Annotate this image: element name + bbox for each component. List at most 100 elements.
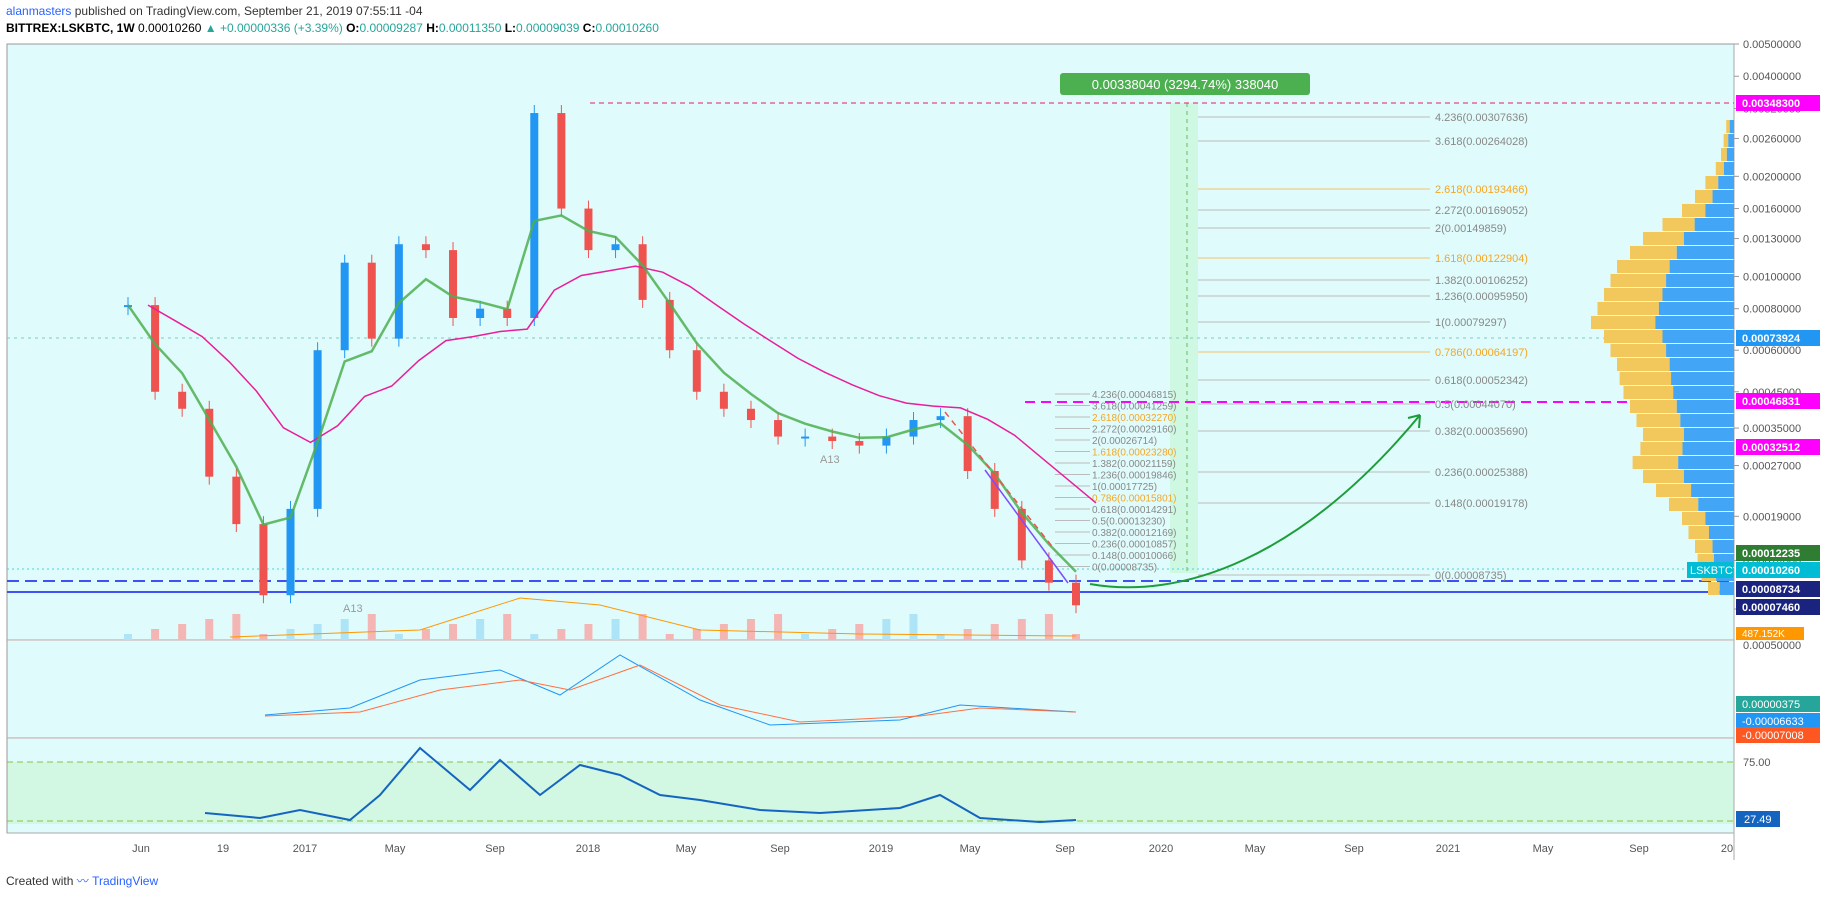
profile-bar: [1695, 540, 1713, 553]
candle-body[interactable]: [692, 350, 701, 392]
time-tick-label: 2020: [1149, 843, 1173, 855]
candle-body[interactable]: [476, 308, 485, 318]
time-tick-label: 2017: [293, 843, 317, 855]
profile-bar: [1678, 456, 1734, 469]
candle-body[interactable]: [503, 308, 512, 318]
candle-body[interactable]: [990, 470, 999, 509]
author-link[interactable]: alanmasters: [6, 4, 72, 18]
candle-body[interactable]: [178, 391, 187, 409]
candle-body[interactable]: [611, 244, 620, 251]
volume-bar: [151, 629, 160, 640]
candle-body[interactable]: [1044, 560, 1053, 583]
fib-level-label: 2.272(0.00029160): [1092, 425, 1177, 436]
volume-bar: [611, 619, 620, 640]
profile-bar: [1630, 246, 1677, 259]
candle-body[interactable]: [801, 436, 810, 439]
volume-bar: [394, 634, 403, 640]
profile-bar: [1683, 428, 1734, 441]
fib-level-label: 0.618(0.00052342): [1435, 375, 1528, 387]
candle-body[interactable]: [259, 524, 268, 596]
candle-body[interactable]: [557, 113, 566, 209]
high-label: H:: [426, 21, 439, 35]
fib-left-group: 4.236(0.00046815)3.618(0.00041259)2.618(…: [1055, 390, 1177, 574]
candle-body[interactable]: [584, 208, 593, 251]
last-price: 0.00010260: [138, 21, 202, 35]
ohlc-bar: BITTREX:LSKBTC, 1W 0.00010260 ▲ +0.00000…: [6, 21, 659, 35]
signal-line: [264, 664, 1077, 723]
fib-level-label: 0(0.00008735): [1092, 563, 1157, 574]
price-label: 0.00012235: [1742, 548, 1800, 560]
symbol-tag-bg: [1687, 562, 1733, 578]
profile-bar: [1723, 134, 1729, 147]
profile-bar: [1604, 330, 1663, 343]
candle-body[interactable]: [665, 299, 674, 351]
fib-level-label: 1.618(0.00122904): [1435, 253, 1528, 265]
candle-body[interactable]: [394, 244, 403, 339]
time-axis[interactable]: Jun 19 2017 May Sep 2018 May Sep 2019 May Sep 2020 M…: [132, 843, 1733, 855]
candle-body[interactable]: [774, 420, 783, 437]
candle-body[interactable]: [1072, 582, 1080, 606]
candle-body[interactable]: [719, 391, 728, 409]
candle-body[interactable]: [151, 305, 160, 392]
candle-body[interactable]: [746, 408, 755, 421]
profile-bar: [1726, 120, 1730, 133]
fib-level-label: 0.5(0.00044070): [1435, 399, 1516, 411]
fib-level-label: 2.618(0.00032270): [1092, 413, 1177, 424]
time-tick-label: Sep: [485, 843, 505, 855]
target-box: [1060, 73, 1310, 95]
fib-level-label: 0.786(0.00064197): [1435, 347, 1528, 359]
candle-body[interactable]: [1017, 508, 1026, 561]
footer: Created with 〰 TradingView: [6, 872, 158, 889]
main-pane[interactable]: [7, 44, 1734, 640]
candle-body[interactable]: [205, 408, 214, 477]
candle-body[interactable]: [367, 262, 376, 339]
low-value: 0.00009039: [516, 21, 580, 35]
time-tick-label: 19: [217, 843, 229, 855]
annotation-a13: A13: [343, 603, 363, 615]
profile-bar: [1671, 372, 1734, 385]
volume-bar: [421, 629, 430, 640]
candle-body[interactable]: [638, 244, 647, 300]
volume-bar: [557, 629, 566, 640]
price-tick-label: 0.00100000: [1743, 271, 1801, 283]
rsi-value: 27.49: [1744, 814, 1772, 826]
volume-bar: [746, 619, 755, 640]
candle-body[interactable]: [286, 508, 295, 596]
profile-bar: [1623, 386, 1674, 399]
volume-bar: [936, 634, 945, 640]
candle-body[interactable]: [449, 250, 458, 318]
profile-bar: [1694, 218, 1734, 231]
candle-body[interactable]: [340, 262, 349, 351]
candle-body[interactable]: [421, 244, 430, 251]
profile-bar: [1726, 148, 1734, 161]
high-value: 0.00011350: [438, 21, 502, 35]
fib-level-label: 3.618(0.00264028): [1435, 136, 1528, 148]
macd-line: [264, 654, 1077, 726]
candle-body[interactable]: [530, 113, 539, 318]
volume-bar: [855, 624, 864, 640]
candle-body[interactable]: [232, 476, 241, 525]
candlesticks[interactable]: [124, 105, 1080, 614]
time-tick-label: 2019: [869, 843, 893, 855]
price-tick-label: 0.00260000: [1743, 133, 1801, 145]
candle-body[interactable]: [313, 350, 322, 509]
candle-body[interactable]: [855, 441, 864, 446]
candle-body[interactable]: [882, 436, 891, 446]
macd-value: -0.00006633: [1742, 716, 1804, 728]
price-tick-label: 0.00035000: [1743, 423, 1801, 435]
candle-body[interactable]: [936, 416, 945, 421]
tradingview-logo-icon[interactable]: 〰: [76, 874, 89, 888]
macd-pane[interactable]: [7, 641, 1734, 738]
price-label: 0.00008734: [1742, 584, 1801, 596]
profile-bar: [1695, 190, 1713, 203]
candle-body[interactable]: [828, 436, 837, 442]
volume-profile: [1591, 120, 1734, 595]
rsi-tick-label: 75.00: [1743, 757, 1771, 769]
tradingview-link[interactable]: TradingView: [92, 874, 159, 888]
fib-level-label: 0.236(0.00025388): [1435, 467, 1528, 479]
profile-bar: [1610, 274, 1667, 287]
fib-level-label: 1(0.00079297): [1435, 317, 1507, 329]
volume-bar: [503, 614, 512, 640]
price-tick-label: 0.00019000: [1743, 511, 1801, 523]
